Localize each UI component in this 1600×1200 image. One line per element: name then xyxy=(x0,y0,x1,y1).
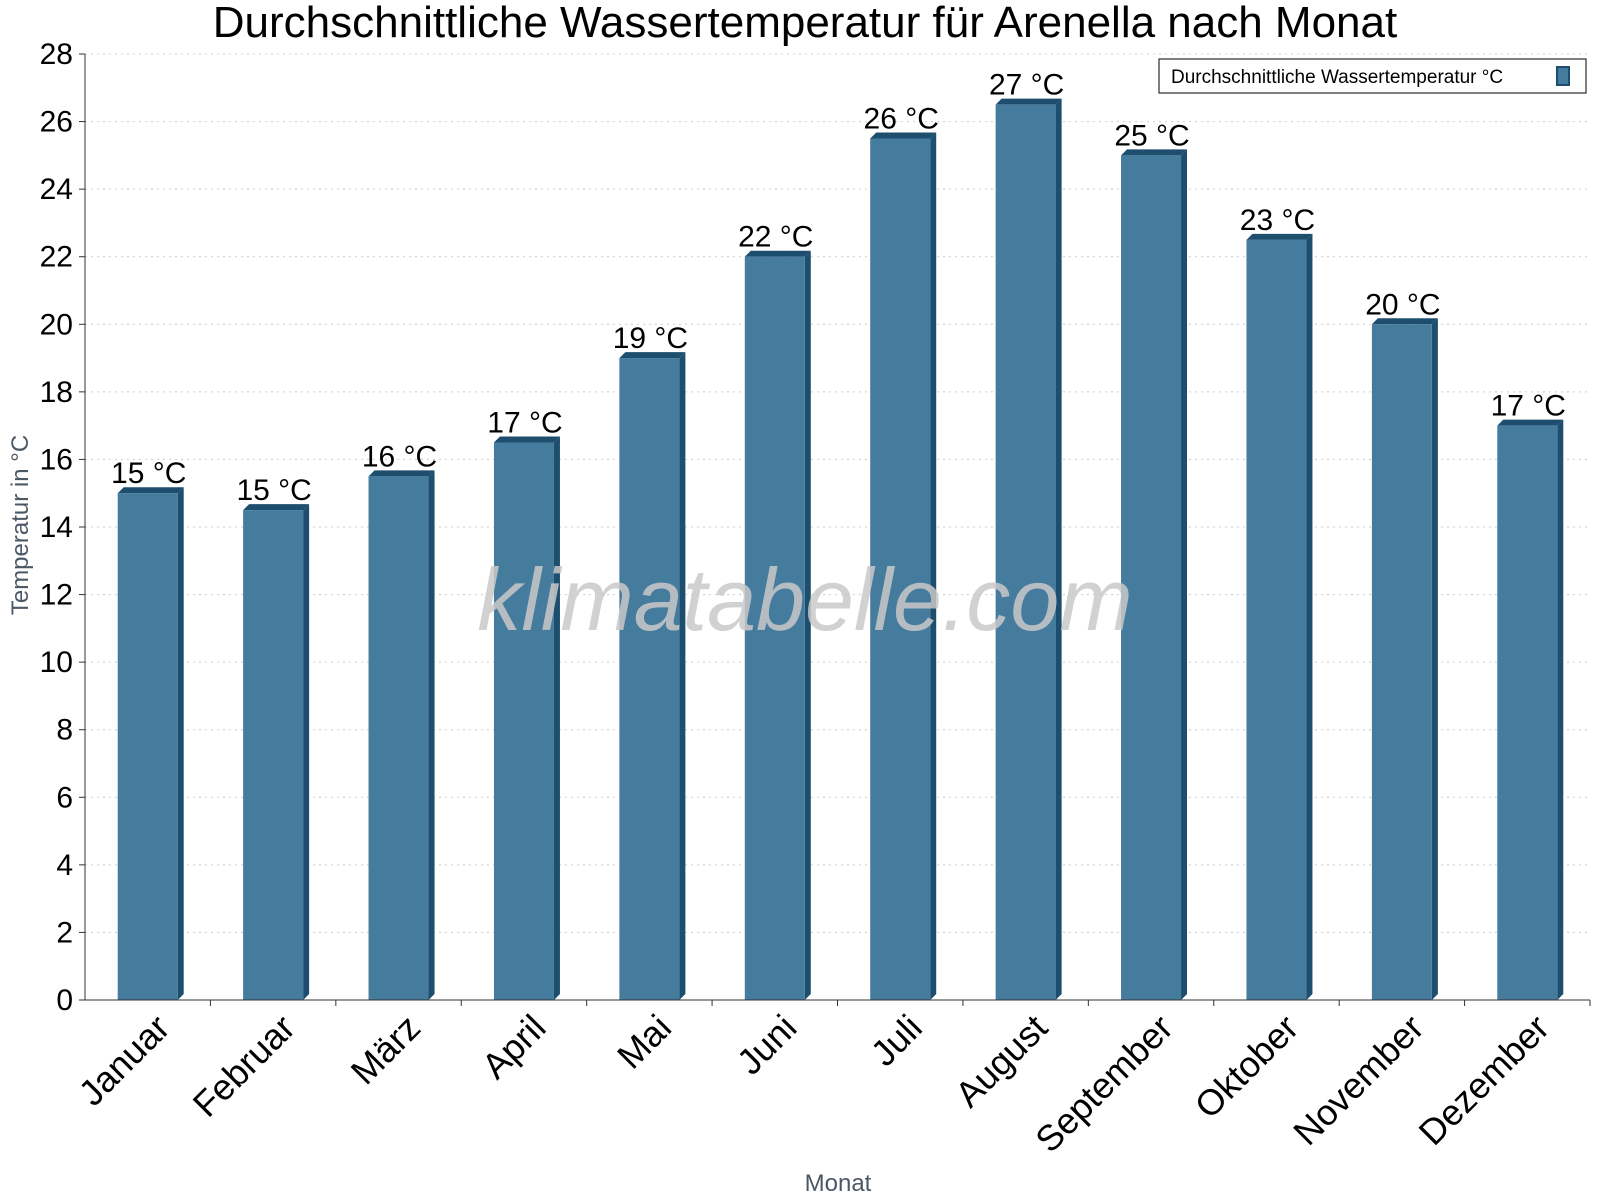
bar-side xyxy=(428,470,435,1001)
bar-front xyxy=(1371,324,1432,1000)
bar-side xyxy=(804,250,811,1000)
bar-top xyxy=(243,504,310,511)
bar-front xyxy=(1497,425,1558,1001)
bar-side xyxy=(1431,318,1438,1000)
bar-front xyxy=(1246,239,1307,1001)
bar-top xyxy=(995,98,1062,105)
data-label: 17 °C xyxy=(1491,390,1566,423)
x-tick-label: Januar xyxy=(71,1007,178,1114)
x-tick-label: Februar xyxy=(185,1007,303,1125)
bar-1 xyxy=(117,487,184,1000)
bar-side xyxy=(1181,149,1188,1000)
y-tick-label: 28 xyxy=(40,38,73,71)
data-label: 22 °C xyxy=(738,221,813,254)
grid-lines xyxy=(85,53,1590,933)
bar-side xyxy=(303,504,310,1000)
data-label: 16 °C xyxy=(362,440,437,473)
y-tick-label: 26 xyxy=(40,106,73,139)
bar-top xyxy=(1497,419,1564,426)
bar-front xyxy=(117,493,178,1000)
bar-front xyxy=(995,104,1056,1000)
y-tick-label: 4 xyxy=(56,849,73,882)
bar-side xyxy=(1055,98,1062,1000)
legend: Durchschnittliche Wassertemperatur °C xyxy=(1158,58,1587,94)
bar-front xyxy=(243,510,304,1000)
bars xyxy=(117,98,1564,1001)
y-tick-label: 12 xyxy=(40,579,73,612)
data-label: 23 °C xyxy=(1240,204,1315,237)
x-tick-label: November xyxy=(1285,1007,1431,1153)
bar-12 xyxy=(1497,419,1564,1001)
x-tick-label: April xyxy=(474,1007,554,1087)
data-label: 19 °C xyxy=(613,322,688,355)
legend-swatch xyxy=(1556,66,1570,86)
data-label: 15 °C xyxy=(236,474,311,507)
y-tick-label: 14 xyxy=(40,511,73,544)
bar-top xyxy=(117,487,184,494)
bar-front xyxy=(744,256,805,1000)
data-label: 27 °C xyxy=(989,69,1064,102)
x-tick-label: Juni xyxy=(729,1007,805,1083)
y-axis-title: Temperatur in °C xyxy=(7,435,34,615)
data-label: 26 °C xyxy=(864,102,939,135)
bar-front xyxy=(619,358,680,1001)
x-tick-label: Juli xyxy=(863,1007,930,1074)
bar-3 xyxy=(368,470,435,1001)
data-label: 25 °C xyxy=(1114,119,1189,152)
bar-4 xyxy=(493,436,560,1000)
bar-5 xyxy=(619,352,686,1001)
bar-7 xyxy=(870,132,937,1000)
bar-top xyxy=(619,352,686,359)
bar-side xyxy=(930,132,937,1000)
x-tick-label: September xyxy=(1027,1007,1181,1161)
legend-box xyxy=(1158,58,1587,94)
y-tick-label: 18 xyxy=(40,376,73,409)
y-tick-label: 10 xyxy=(40,646,73,679)
y-tick-label: 0 xyxy=(56,984,73,1017)
bar-top xyxy=(1371,318,1438,325)
y-tick-label: 2 xyxy=(56,916,73,949)
chart-title: Durchschnittliche Wassertemperatur für A… xyxy=(213,0,1397,47)
data-label: 15 °C xyxy=(111,457,186,490)
bar-front xyxy=(493,442,554,1000)
bar-side xyxy=(1557,419,1564,1001)
bar-front xyxy=(1121,155,1182,1000)
bar-8 xyxy=(995,98,1062,1000)
bar-side xyxy=(679,352,686,1001)
bar-front xyxy=(368,476,429,1001)
legend-label: Durchschnittliche Wassertemperatur °C xyxy=(1171,67,1503,88)
y-tick-label: 22 xyxy=(40,241,73,274)
axes xyxy=(79,53,1591,1006)
y-tick-label: 16 xyxy=(40,443,73,476)
bar-10 xyxy=(1246,233,1313,1001)
bar-side xyxy=(1306,233,1313,1001)
bar-top xyxy=(1246,233,1313,240)
y-tick-label: 8 xyxy=(56,714,73,747)
x-tick-label: August xyxy=(947,1007,1055,1115)
bar-top xyxy=(1121,149,1188,156)
watermark: klimatabelle.com xyxy=(477,550,1132,649)
x-tick-label: Mai xyxy=(609,1007,679,1077)
bar-top xyxy=(870,132,937,139)
x-tick-label: März xyxy=(343,1007,429,1093)
bar-side xyxy=(553,436,560,1000)
bar-11 xyxy=(1371,318,1438,1000)
bar-front xyxy=(870,138,931,1000)
bar-side xyxy=(177,487,184,1000)
x-axis-title: Monat xyxy=(805,1170,872,1197)
y-tick-label: 20 xyxy=(40,308,73,341)
x-tick-label: Dezember xyxy=(1411,1007,1557,1153)
bar-2 xyxy=(243,504,310,1000)
x-tick-label: Oktober xyxy=(1187,1007,1307,1127)
data-label: 17 °C xyxy=(487,407,562,440)
y-tick-label: 24 xyxy=(40,173,73,206)
bar-9 xyxy=(1121,149,1188,1000)
bar-top xyxy=(368,470,435,477)
bar-top xyxy=(493,436,560,443)
bar-top xyxy=(744,250,811,257)
bar-6 xyxy=(744,250,811,1000)
data-label: 20 °C xyxy=(1365,288,1440,321)
y-tick-label: 6 xyxy=(56,781,73,814)
